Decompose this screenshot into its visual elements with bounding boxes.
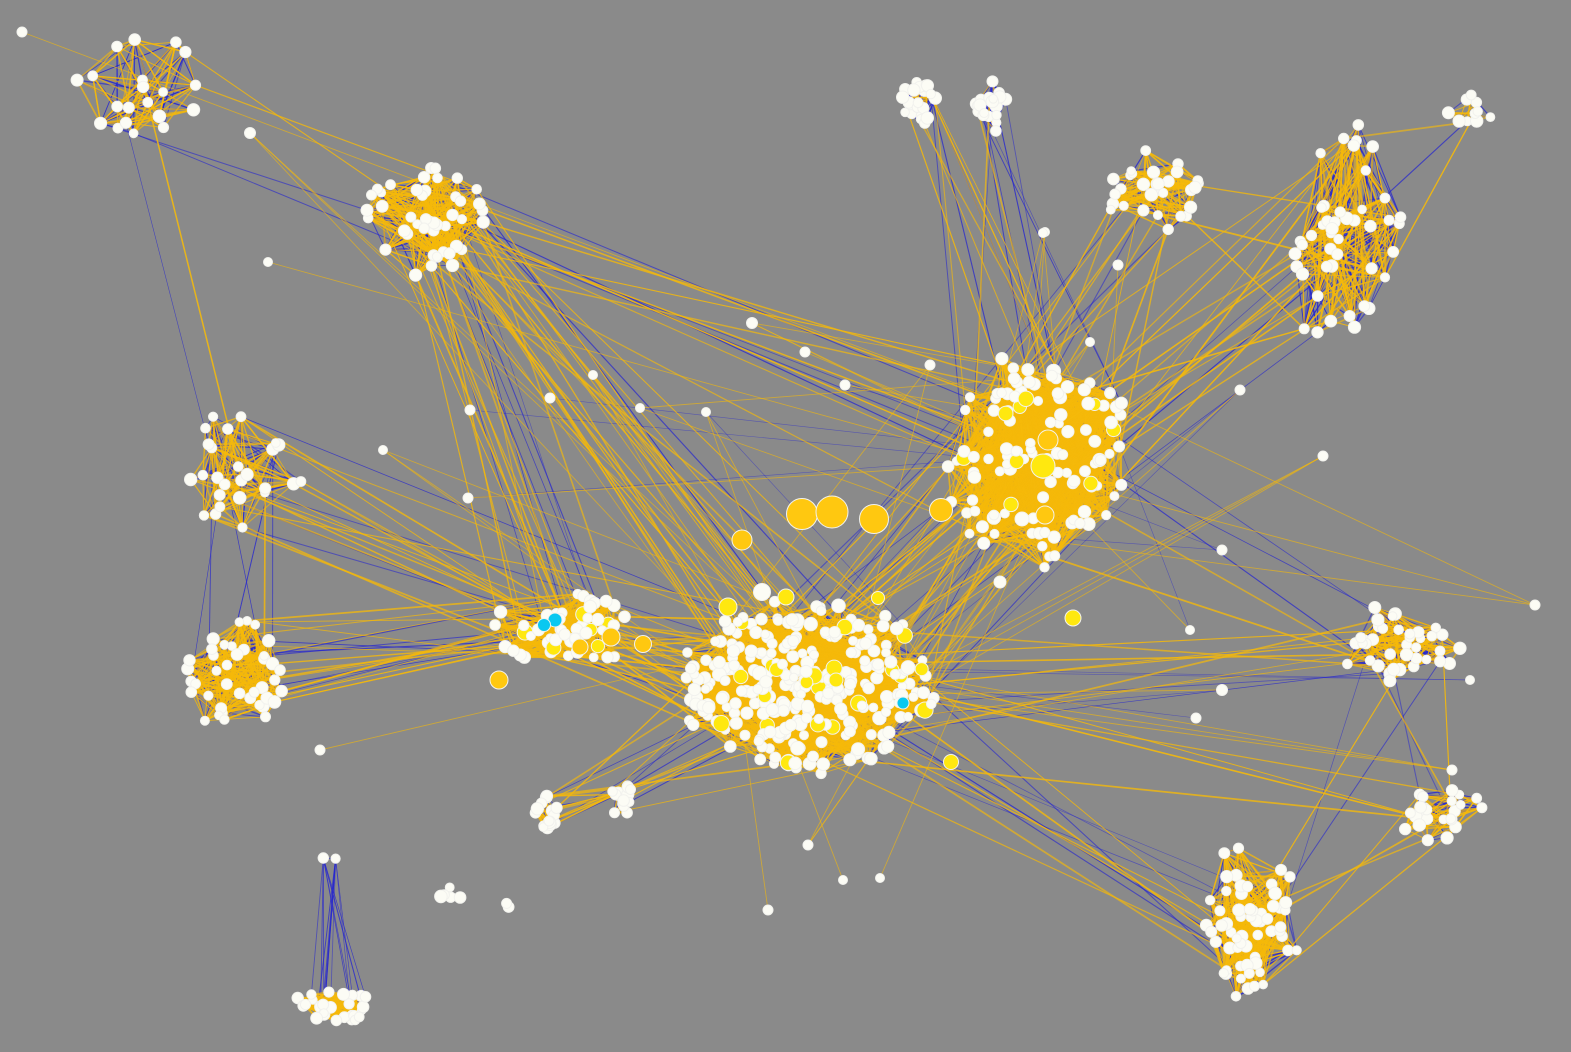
graph-edge-yellow: [381, 206, 387, 250]
graph-edge-blue: [1357, 124, 1401, 218]
graph-edge-yellow: [162, 51, 186, 93]
graph-edge-blue: [322, 857, 366, 997]
graph-edge-blue: [175, 41, 196, 86]
graph-edge-blue: [905, 670, 1242, 979]
graph-edge-blue: [1280, 619, 1379, 928]
graph-edge-yellow: [212, 416, 239, 467]
graph-edge-blue: [793, 666, 1414, 744]
graph-edge-yellow: [272, 449, 294, 485]
graph-edge-blue: [1094, 463, 1371, 661]
graph-edge-yellow: [422, 194, 479, 204]
graph-edge-yellow: [195, 655, 215, 685]
graph-edge-blue: [1094, 463, 1419, 633]
graph-edge-blue: [738, 228, 1169, 648]
graph-edge-yellow: [92, 46, 118, 77]
graph-edge-yellow: [211, 447, 294, 485]
graph-edge-blue: [310, 857, 324, 995]
graph-edge-blue: [1284, 910, 1298, 951]
graph-edge-blue: [455, 196, 591, 607]
graph-edge-yellow: [223, 484, 244, 528]
graph-edge-blue: [320, 857, 324, 1007]
graph-edge-blue: [460, 200, 852, 629]
graph-edge-blue: [1372, 146, 1402, 218]
graph-edge-blue: [1266, 661, 1441, 920]
graph-edge-yellow: [116, 41, 176, 47]
graph-edge-blue: [852, 725, 1286, 903]
graph-edge-yellow: [203, 447, 213, 516]
graph-edge-blue: [467, 460, 957, 499]
graph-edge-blue: [100, 122, 368, 211]
graph-edge-yellow: [455, 196, 458, 247]
graph-edge-blue: [1368, 223, 1400, 309]
graph-edge-yellow: [100, 108, 194, 125]
graph-edge-yellow: [134, 39, 196, 86]
graph-edge-yellow: [76, 45, 118, 81]
graph-edge-yellow: [227, 428, 266, 489]
graph-edge-blue: [322, 857, 364, 1008]
graph-edge-yellow: [158, 42, 177, 117]
graph-edge-blue: [909, 683, 1197, 719]
graph-edge-yellow: [215, 483, 294, 515]
graph-edge-blue: [125, 122, 218, 478]
graph-edge-yellow: [204, 716, 266, 722]
graph-edge-yellow: [385, 248, 432, 267]
graph-edge-yellow: [213, 620, 248, 656]
graph-edge-yellow: [134, 38, 186, 53]
graph-edge-blue: [330, 858, 337, 1008]
graph-edge-blue: [977, 111, 1122, 404]
graph-edge-yellow: [222, 624, 256, 714]
graph-edge-yellow: [163, 84, 196, 128]
graph-edge-yellow: [116, 46, 130, 108]
graph-edge-blue: [77, 79, 164, 93]
graph-edge-yellow: [377, 176, 425, 190]
graph-edge-yellow: [100, 79, 144, 124]
graph-edge-blue: [1005, 99, 1057, 379]
graph-edge-yellow: [381, 192, 453, 216]
graph-edge-yellow: [243, 649, 255, 693]
graph-edge-blue: [134, 39, 144, 81]
graph-edge-blue: [190, 494, 220, 682]
graph-edge-blue: [979, 104, 1122, 404]
graph-edge-blue: [316, 858, 337, 1019]
graph-edge-blue: [930, 94, 965, 452]
graph-edge-yellow: [132, 91, 164, 134]
graph-edge-yellow: [242, 483, 295, 529]
graph-edge-blue: [158, 51, 186, 117]
graph-edge-yellow: [76, 79, 102, 124]
graph-edge-yellow: [189, 659, 228, 685]
graph-edge-blue: [322, 857, 325, 1014]
graph-edge-yellow: [92, 75, 164, 93]
graph-edge-yellow: [191, 691, 220, 716]
graph-edge-yellow: [125, 84, 196, 124]
graph-edge-blue: [222, 712, 266, 718]
graph-edge-yellow: [76, 79, 160, 117]
graph-edge-yellow: [116, 46, 196, 86]
graph-edge-yellow: [437, 177, 446, 227]
graph-edge-blue: [1361, 146, 1374, 210]
graph-edge-yellow: [128, 106, 164, 129]
graph-edge-yellow: [202, 428, 207, 476]
graph-edge-yellow: [92, 75, 149, 103]
graph-edge-yellow: [242, 442, 277, 528]
graph-edge-yellow: [92, 75, 102, 124]
graph-edge-yellow: [212, 416, 266, 489]
graph-edge-blue: [1377, 665, 1452, 820]
